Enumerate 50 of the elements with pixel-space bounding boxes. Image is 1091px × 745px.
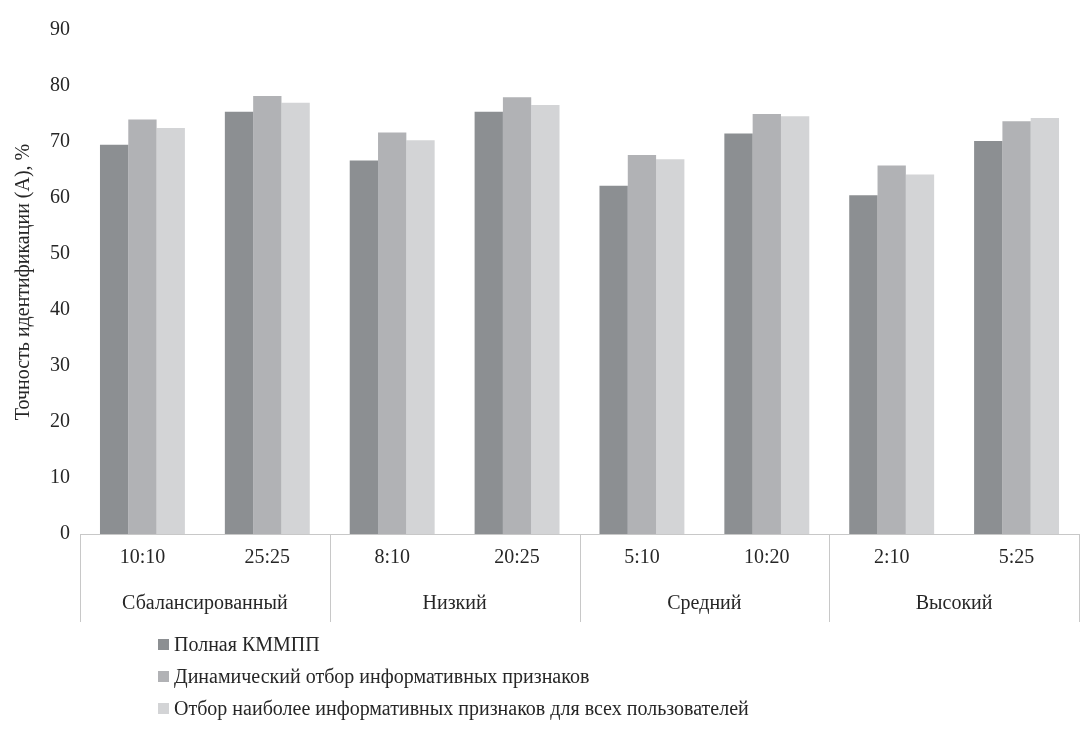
y-tick-label: 20 (50, 409, 70, 432)
bar (877, 165, 906, 534)
bar (905, 174, 935, 534)
text: Низкий (422, 591, 488, 614)
x-tick-label: 2:10 (873, 545, 910, 568)
y-tick-label: 60 (50, 185, 70, 208)
x-tick-label: 10:10 (119, 545, 166, 568)
bar (99, 144, 129, 534)
bar (599, 185, 628, 534)
legend-label: Динамический отбор информативных признаков (174, 664, 590, 690)
y-tick-label: 70 (50, 129, 70, 152)
bar (724, 133, 753, 534)
bar (281, 102, 310, 534)
bar (531, 105, 560, 534)
y-tick-label: 50 (50, 241, 70, 264)
bar (1030, 117, 1060, 534)
legend-label: Полная КММПП (174, 632, 320, 657)
bar (156, 128, 185, 534)
text: Средний (667, 591, 742, 615)
text: Сбалансированный (122, 591, 288, 615)
y-axis-title: Точность идентификации (A), % (11, 143, 35, 421)
bar (378, 132, 407, 534)
text: Высокий (915, 591, 993, 614)
bar (253, 96, 282, 534)
y-tick-label: 0 (60, 521, 70, 544)
bar (406, 140, 435, 534)
bar (1002, 121, 1031, 534)
bar (627, 154, 657, 534)
bar (849, 195, 878, 534)
legend-label: Отбор наиболее информативных признаков для всех пользователей (174, 696, 749, 722)
x-tick-label: 20:25 (494, 545, 540, 568)
bar (752, 114, 781, 534)
bar (349, 160, 379, 534)
x-tick-label: 5:25 (998, 545, 1035, 568)
bar (128, 119, 157, 534)
x-tick-label: 10:20 (744, 545, 790, 568)
x-tick-label: 8:10 (374, 545, 410, 568)
bar (224, 111, 254, 534)
x-tick-label: 25:25 (244, 545, 291, 568)
y-tick-label: 40 (50, 297, 70, 320)
y-tick-label: 10 (50, 465, 70, 488)
y-tick-label: 80 (50, 73, 70, 96)
bar (656, 159, 685, 534)
x-tick-label: 5:10 (624, 545, 660, 568)
bar (780, 116, 810, 534)
y-tick-label: 90 (50, 17, 70, 40)
bar (474, 111, 503, 534)
bar (974, 140, 1003, 534)
y-tick-label: 30 (50, 353, 70, 376)
bar (502, 97, 532, 534)
